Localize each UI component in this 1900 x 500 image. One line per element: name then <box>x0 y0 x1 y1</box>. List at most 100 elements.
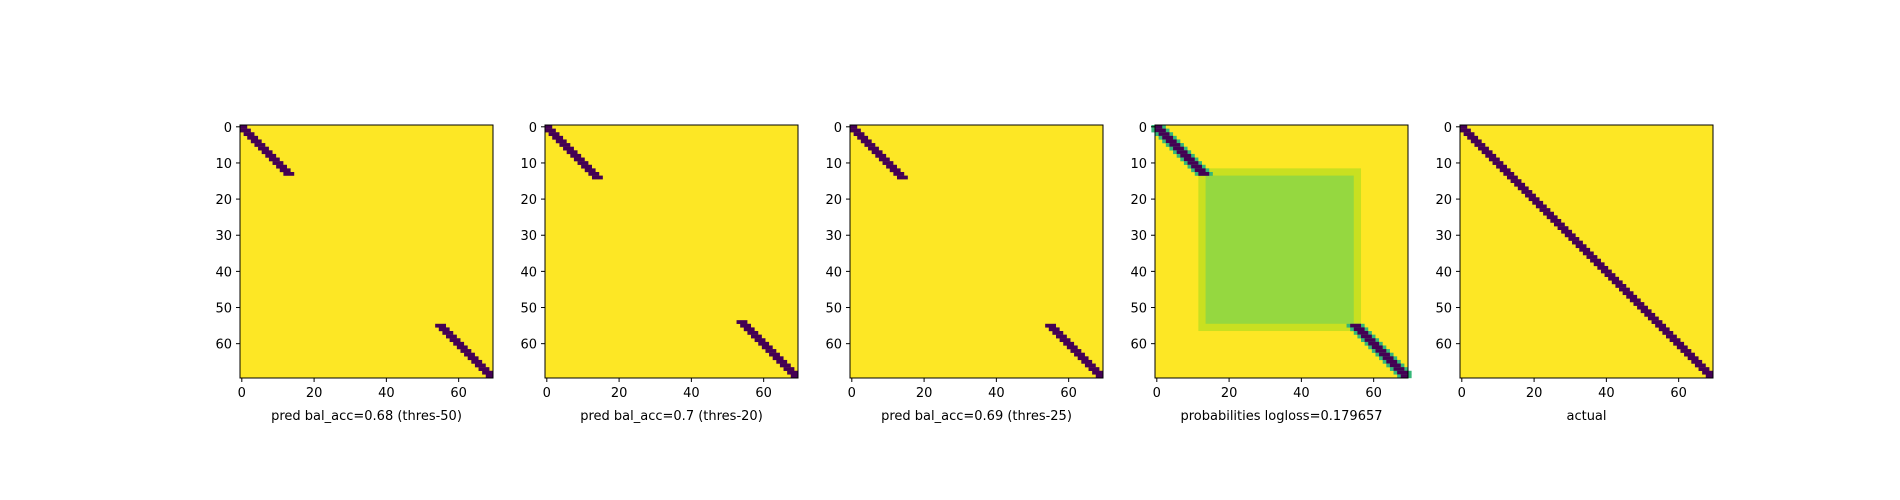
blob-cell <box>1158 132 1170 137</box>
blob-cell <box>442 331 454 335</box>
blob-cell <box>1608 276 1620 281</box>
y-tick-label: 10 <box>825 157 842 172</box>
blob-cell <box>1655 323 1667 328</box>
y-tick-label: 0 <box>834 121 842 136</box>
blob-cell <box>893 171 905 176</box>
blob-cell <box>1492 161 1504 165</box>
y-tick-label: 60 <box>215 338 232 353</box>
blob-cell <box>559 143 571 147</box>
blob-cell <box>1575 244 1587 249</box>
blob-cell <box>240 125 248 129</box>
blob-cell <box>1088 367 1100 371</box>
y-tick-label: 20 <box>520 193 537 208</box>
blob-cell <box>577 161 589 165</box>
blob-cell <box>1553 222 1565 227</box>
blob-cell <box>1364 338 1376 343</box>
x-tick-label: 40 <box>1598 386 1615 401</box>
blob-cell <box>1460 128 1471 133</box>
blob-cell <box>1604 273 1616 277</box>
x-tick-label: 20 <box>1526 386 1543 401</box>
y-tick-label: 40 <box>1130 265 1147 280</box>
blob-cell <box>1557 226 1569 230</box>
blob-cell <box>1691 359 1703 364</box>
blob-cell <box>1081 359 1093 364</box>
blob-cell <box>1368 341 1380 346</box>
y-tick-label: 20 <box>1435 193 1452 208</box>
x-tick-label: 60 <box>1670 386 1687 401</box>
blob-cell <box>850 128 861 133</box>
y-tick-label: 30 <box>520 229 537 244</box>
blob-cell <box>1514 182 1526 187</box>
blob-cell <box>268 157 280 162</box>
x-axis-label: pred bal_acc=0.69 (thres-25) <box>881 409 1072 424</box>
blob-cell <box>740 323 752 328</box>
blob-cell <box>1662 331 1674 335</box>
blob-cell <box>1517 186 1529 191</box>
blob-cell <box>1626 294 1638 299</box>
blob-cell <box>1074 352 1085 357</box>
blob-cell <box>1564 233 1576 238</box>
blob-cell <box>1499 168 1511 173</box>
blob-cell <box>1357 331 1369 335</box>
blob-cell <box>1467 135 1479 140</box>
x-axis-label: actual <box>1566 409 1606 424</box>
blob-cell <box>456 345 468 350</box>
y-tick-label: 10 <box>520 157 537 172</box>
y-tick-label: 30 <box>215 229 232 244</box>
axes-frame <box>239 124 494 379</box>
blob-cell <box>1669 338 1681 343</box>
y-tick-label: 10 <box>1130 157 1147 172</box>
blob-cell <box>1590 258 1601 263</box>
blob-cell <box>889 168 901 173</box>
blob-cell <box>1579 247 1591 252</box>
blob-cell <box>460 349 472 353</box>
blob-cell <box>1375 349 1387 353</box>
blob-cell <box>1525 193 1536 198</box>
blob-cell <box>1470 139 1482 144</box>
blob-cell <box>1539 208 1551 212</box>
blob-cell <box>1155 125 1163 129</box>
blob-cell <box>1546 215 1558 220</box>
blob-cell <box>1561 229 1573 234</box>
blob-cell <box>1640 309 1652 314</box>
x-tick-label: 40 <box>683 386 700 401</box>
blob-cell <box>1198 171 1210 176</box>
y-tick-label: 0 <box>224 121 232 136</box>
y-tick-label: 20 <box>215 193 232 208</box>
x-tick-label: 20 <box>306 386 323 401</box>
blob-cell <box>1393 367 1405 371</box>
blob-cell <box>438 327 450 332</box>
blob-cell <box>1084 363 1096 368</box>
blob-cell <box>1586 255 1598 259</box>
blob-cell <box>1389 363 1401 368</box>
x-tick-label: 0 <box>543 386 551 401</box>
blob-cell <box>1077 356 1089 361</box>
blob-cell <box>1070 349 1082 353</box>
heatmap-panel-3: 0 20 40 60 0 10 20 30 40 50 60 pred bal_acc=0.69 (t… <box>825 121 1104 424</box>
blob-cell <box>482 370 493 375</box>
x-tick-label: 0 <box>1458 386 1466 401</box>
y-tick-label: 60 <box>825 338 842 353</box>
blob-cell <box>1382 356 1394 361</box>
blob-cell <box>1488 157 1500 162</box>
blob-cell <box>1568 237 1580 241</box>
x-tick-label: 60 <box>1365 386 1382 401</box>
blob-cell <box>1535 204 1547 209</box>
blob-cell <box>1593 262 1605 267</box>
y-tick-label: 0 <box>1139 121 1147 136</box>
blob-cell <box>1572 240 1583 245</box>
blob-cell <box>247 135 259 140</box>
y-tick-label: 40 <box>520 265 537 280</box>
y-tick-label: 50 <box>215 302 232 317</box>
blob-cell <box>751 334 762 339</box>
x-tick-label: 60 <box>1060 386 1077 401</box>
blob-cell <box>272 161 284 165</box>
blob-cell <box>1165 139 1177 144</box>
blob-cell <box>1550 218 1562 223</box>
blob-cell <box>1629 298 1641 303</box>
y-tick-label: 10 <box>1435 157 1452 172</box>
blob-cell <box>1066 345 1078 350</box>
y-tick-label: 60 <box>520 338 537 353</box>
blob-cell <box>864 143 876 147</box>
